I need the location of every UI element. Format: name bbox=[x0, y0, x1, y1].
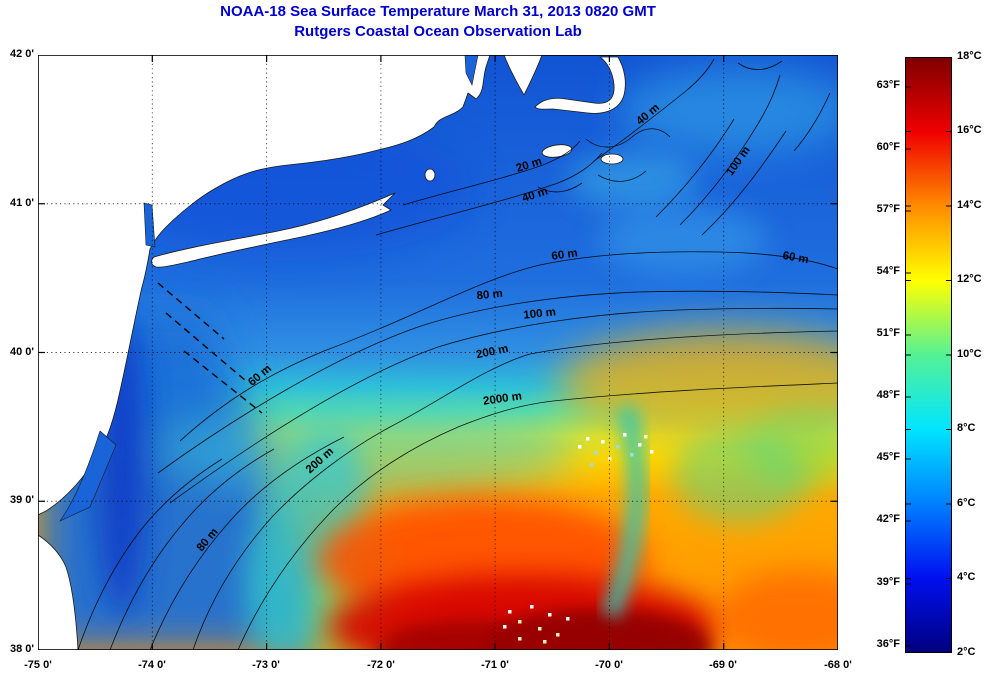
colorbar-label-celsius: 18°C bbox=[957, 50, 982, 62]
front-dashed-lines bbox=[157, 282, 263, 414]
plymouth-coast bbox=[503, 55, 543, 96]
colorbar-label-fahrenheit: 60°F bbox=[876, 141, 900, 153]
axis-ticks bbox=[38, 55, 838, 650]
x-tick-label: -75 0' bbox=[24, 659, 52, 671]
y-tick-label: 39 0' bbox=[9, 494, 34, 506]
y-tick-label: 41 0' bbox=[9, 197, 34, 209]
colorbar-label-celsius: 4°C bbox=[957, 571, 976, 583]
x-tick-label: -69 0' bbox=[709, 659, 737, 671]
x-tick-label: -73 0' bbox=[252, 659, 280, 671]
x-tick-label: -68 0' bbox=[824, 659, 852, 671]
contour-label: 60 m bbox=[551, 247, 579, 263]
y-tick-label: 40 0' bbox=[9, 346, 34, 358]
map-plot: 20 m 40 m 40 m 100 m 60 m 60 m 60 m 80 m… bbox=[37, 54, 839, 651]
colorbar-label-fahrenheit: 36°F bbox=[876, 638, 900, 650]
colorbar-label-celsius: 16°C bbox=[957, 124, 982, 136]
x-tick-label: -70 0' bbox=[595, 659, 623, 671]
colorbar-label-celsius: 6°C bbox=[957, 497, 976, 509]
colorbar-label-fahrenheit: 54°F bbox=[876, 265, 900, 277]
x-tick-label: -71 0' bbox=[481, 659, 509, 671]
colorbar-label-celsius: 14°C bbox=[957, 199, 982, 211]
cloud-speckles bbox=[503, 433, 654, 644]
colorbar-label-fahrenheit: 48°F bbox=[876, 389, 900, 401]
colorbar-label-celsius: 10°C bbox=[957, 348, 982, 360]
contour-label: 2000 m bbox=[482, 390, 522, 407]
block-island bbox=[424, 168, 436, 182]
contour-label: 80 m bbox=[476, 288, 503, 303]
colorbar-label-fahrenheit: 57°F bbox=[876, 203, 900, 215]
long-island bbox=[151, 192, 396, 268]
figure-subtitle: Rutgers Coastal Ocean Observation Lab bbox=[294, 23, 582, 40]
bathymetry-contours bbox=[77, 58, 838, 650]
colorbar-ticks bbox=[906, 86, 951, 647]
colorbar-label-fahrenheit: 63°F bbox=[876, 79, 900, 91]
x-tick-label: -74 0' bbox=[138, 659, 166, 671]
sst-map-canvas: 20 m 40 m 40 m 100 m 60 m 60 m 60 m 80 m… bbox=[37, 54, 839, 651]
colorbar-label-fahrenheit: 39°F bbox=[876, 576, 900, 588]
y-tick-label: 42 0' bbox=[9, 48, 34, 60]
contour-label: 100 m bbox=[523, 306, 557, 321]
colorbar-label-fahrenheit: 45°F bbox=[876, 451, 900, 463]
colorbar-gradient bbox=[905, 57, 952, 653]
colorbar-label-celsius: 12°C bbox=[957, 273, 982, 285]
x-tick-label: -72 0' bbox=[367, 659, 395, 671]
y-tick-label: 38 0' bbox=[9, 643, 34, 655]
narragansett-bay bbox=[464, 55, 479, 86]
land-mass bbox=[38, 55, 626, 650]
mainland-coastline bbox=[38, 55, 491, 516]
delaware-bay bbox=[59, 430, 117, 522]
delmarva-coastline bbox=[38, 534, 79, 650]
sst-field-overlays bbox=[38, 65, 838, 650]
colorbar-label-fahrenheit: 42°F bbox=[876, 513, 900, 525]
colorbar-label-fahrenheit: 51°F bbox=[876, 327, 900, 339]
colorbar-label-celsius: 2°C bbox=[957, 646, 976, 658]
colorbar-label-celsius: 8°C bbox=[957, 422, 976, 434]
figure-title: NOAA-18 Sea Surface Temperature March 31… bbox=[220, 3, 656, 20]
nantucket bbox=[600, 153, 624, 165]
contour-label: 60 m bbox=[782, 250, 810, 266]
